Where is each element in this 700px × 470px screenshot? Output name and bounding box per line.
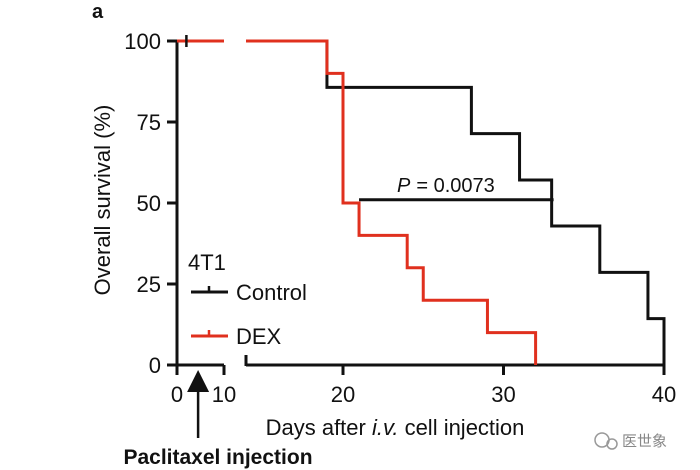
x-tick-label: 40 — [652, 382, 676, 407]
p-value-text: P = 0.0073 — [397, 175, 495, 197]
treatment-marker: Paclitaxel injection — [123, 370, 313, 469]
y-tick-label: 25 — [137, 272, 161, 297]
legend-label-control: Control — [236, 280, 307, 305]
p-value: = 0.0073 — [416, 175, 494, 197]
x-axis-label: Days after i.v. cell injection — [266, 415, 525, 440]
legend-title: 4T1 — [188, 250, 226, 275]
y-axis-label: Overall survival (%) — [90, 105, 115, 296]
panel-label: a — [92, 1, 104, 23]
x-axis-label-italic: i.v. — [372, 415, 398, 440]
watermark: 医世象 — [594, 432, 667, 450]
survival-curve-dex — [177, 39, 538, 365]
y-tick-label: 75 — [137, 110, 161, 135]
p-value-annotation: P = 0.0073 — [359, 175, 554, 202]
legend: 4T1 Control DEX — [188, 250, 307, 349]
x-axis-label-prefix: Days after — [266, 415, 372, 440]
x-tick-label: 30 — [491, 382, 515, 407]
y-tick-label: 50 — [137, 191, 161, 216]
x-tick-label: 20 — [331, 382, 355, 407]
legend-label-dex: DEX — [236, 324, 282, 349]
wechat-icon-dot — [606, 438, 618, 450]
series-layer — [177, 35, 666, 365]
treatment-label: Paclitaxel injection — [123, 446, 312, 469]
survival-curve-control — [177, 39, 666, 365]
x-tick-label: 10 — [212, 382, 236, 407]
y-tick-label: 100 — [124, 29, 161, 54]
y-tick-label: 0 — [149, 353, 161, 378]
x-axis: 0 10 20 30 40 — [171, 355, 676, 407]
y-axis: 0 25 50 75 100 — [124, 29, 179, 378]
x-axis-label-suffix: cell injection — [398, 415, 524, 440]
x-tick-label: 0 — [171, 382, 183, 407]
watermark-text: 医世象 — [622, 432, 667, 450]
treatment-arrow-head — [187, 370, 210, 392]
p-label: P — [397, 175, 411, 197]
